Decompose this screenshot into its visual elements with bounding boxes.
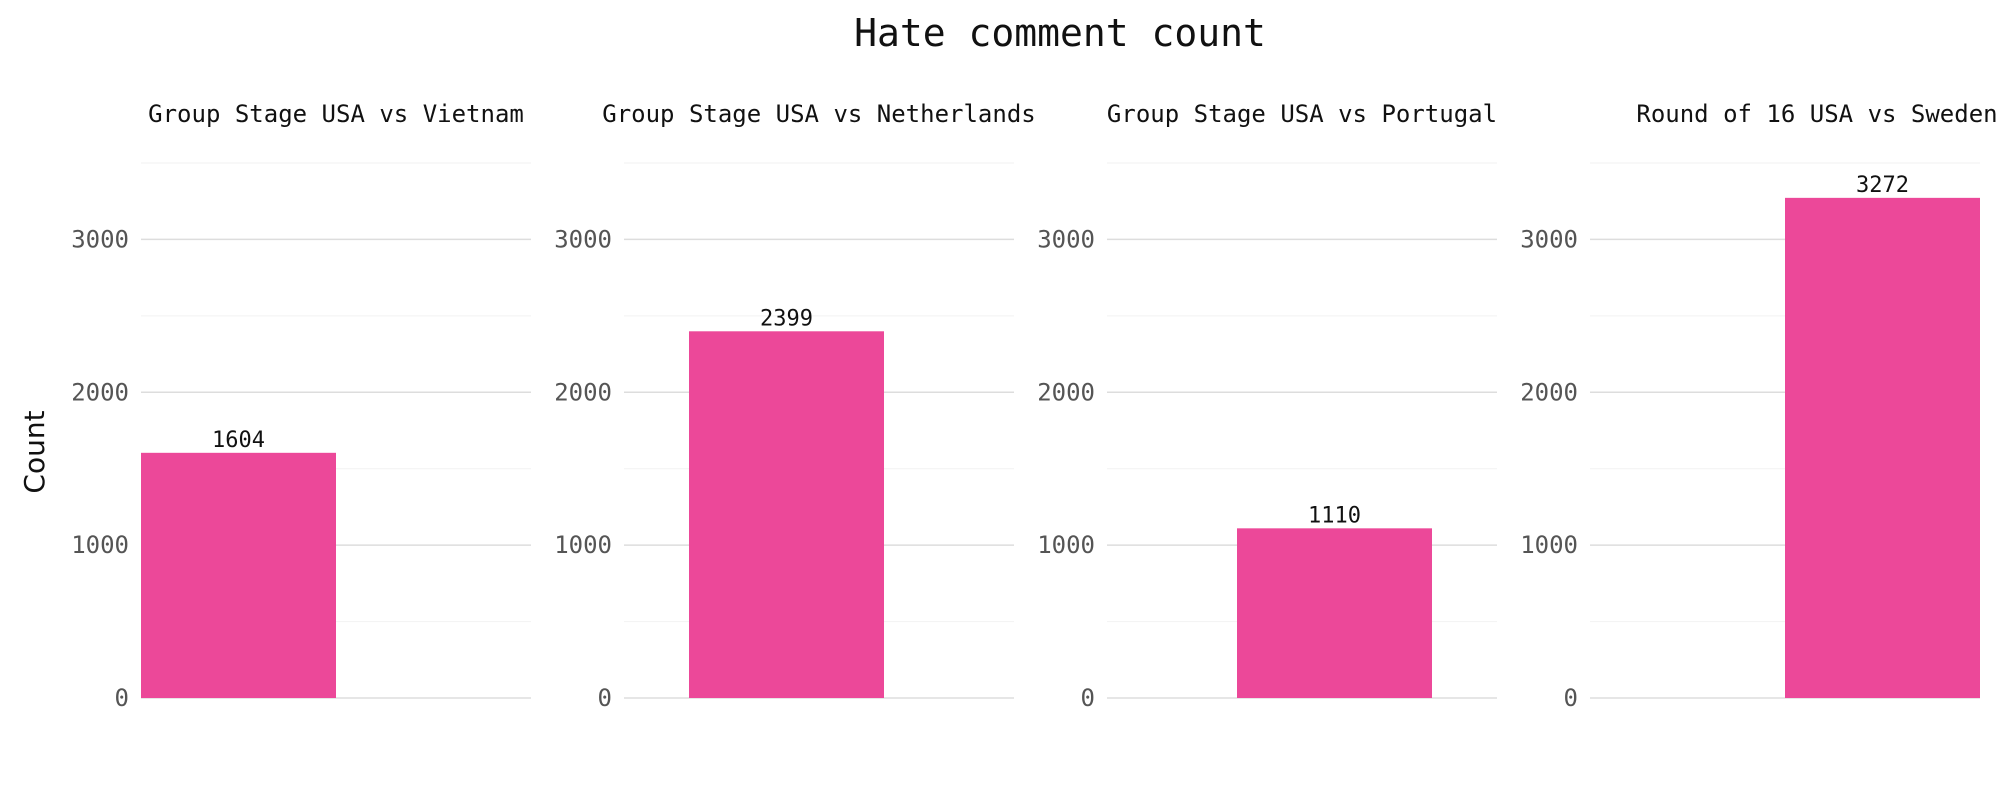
y-tick-label: 1000 bbox=[1520, 531, 1578, 559]
y-tick-label: 2000 bbox=[554, 378, 612, 406]
y-tick-label: 2000 bbox=[1520, 378, 1578, 406]
panel-1: 0 1000 2000 3000 Group Stage USA vs Vietnam 1… bbox=[71, 100, 531, 712]
panels: 0 1000 2000 3000 Group Stage USA vs Vietnam 1… bbox=[71, 100, 1997, 712]
y-tick-label: 1000 bbox=[554, 531, 612, 559]
y-axis-label: Count bbox=[18, 410, 51, 493]
chart-title: Hate comment count bbox=[854, 11, 1266, 55]
bar[interactable] bbox=[1237, 528, 1432, 698]
bar[interactable] bbox=[689, 331, 884, 698]
y-tick-label: 2000 bbox=[71, 378, 129, 406]
y-tick-label: 3000 bbox=[1520, 225, 1578, 253]
bar[interactable] bbox=[141, 452, 336, 698]
y-tick-label: 1000 bbox=[1037, 531, 1095, 559]
bar-value-label: 2399 bbox=[760, 306, 813, 331]
y-tick-label: 0 bbox=[115, 684, 129, 712]
panel-4: 0 1000 2000 3000 Round of 16 USA vs Sweden 32… bbox=[1520, 100, 1997, 712]
bar-value-label: 1604 bbox=[212, 428, 265, 453]
y-tick-label: 0 bbox=[1081, 684, 1095, 712]
y-tick-label: 3000 bbox=[554, 225, 612, 253]
panel-title: Group Stage USA vs Portugal bbox=[1107, 100, 1497, 128]
y-tick-label: 3000 bbox=[1037, 225, 1095, 253]
y-tick-label: 1000 bbox=[71, 531, 129, 559]
panel-title: Round of 16 USA vs Sweden bbox=[1636, 100, 1997, 128]
bar[interactable] bbox=[1785, 197, 1980, 698]
y-tick-label: 0 bbox=[1564, 684, 1578, 712]
y-tick-label: 0 bbox=[598, 684, 612, 712]
y-tick-label: 2000 bbox=[1037, 378, 1095, 406]
panel-3: 0 1000 2000 3000 Group Stage USA vs Portugal… bbox=[1037, 100, 1497, 712]
panel-title: Group Stage USA vs Vietnam bbox=[148, 100, 524, 128]
bar-value-label: 1110 bbox=[1308, 503, 1361, 528]
y-tick-label: 3000 bbox=[71, 225, 129, 253]
panel-title: Group Stage USA vs Netherlands bbox=[602, 100, 1035, 128]
bar-value-label: 3272 bbox=[1856, 173, 1909, 198]
panel-2: 0 1000 2000 3000 Group Stage USA vs Netherla… bbox=[554, 100, 1036, 712]
